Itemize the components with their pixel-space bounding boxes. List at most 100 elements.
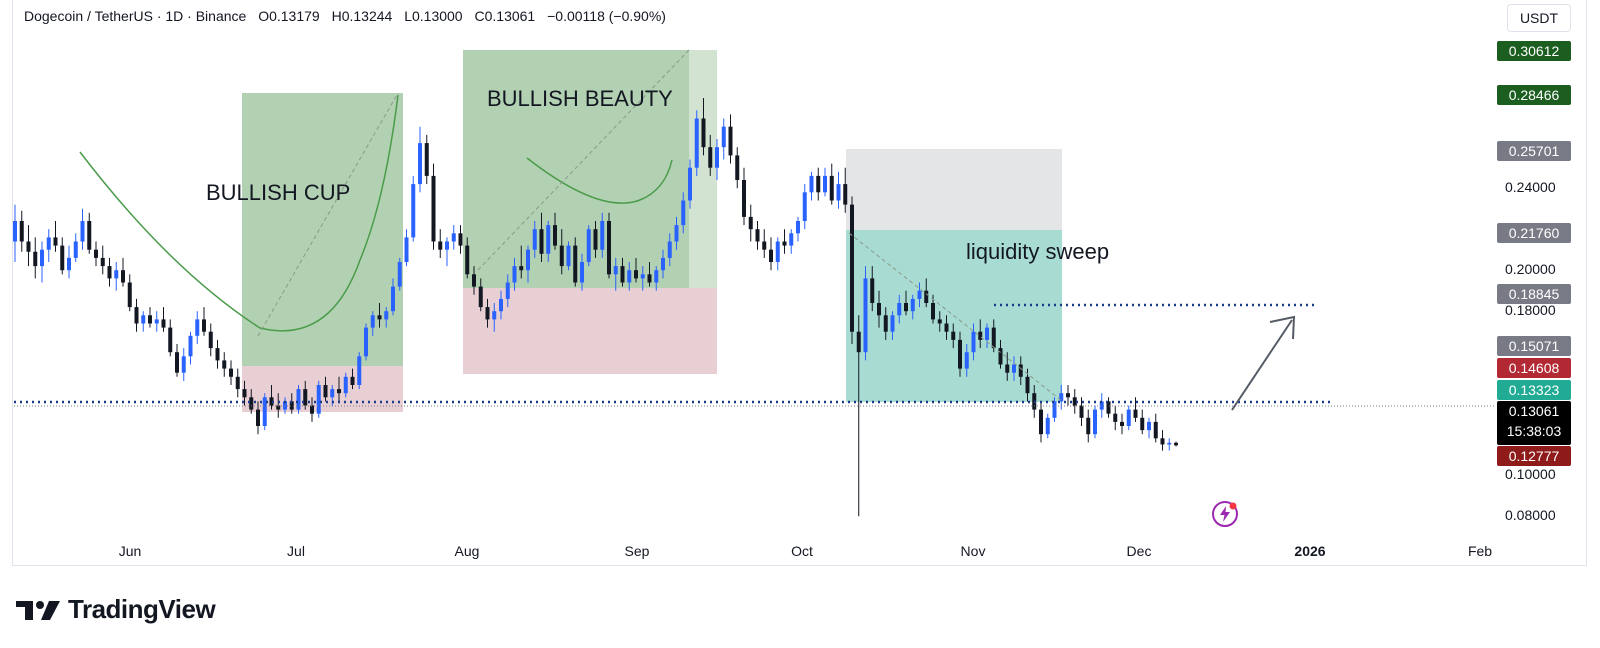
candle-body (330, 389, 335, 398)
candle-body (13, 221, 17, 242)
currency-button[interactable]: USDT (1507, 4, 1571, 32)
candle-body (310, 405, 314, 414)
candle-body (391, 286, 395, 312)
candle-body (566, 245, 571, 267)
liquidity-sweep-label[interactable]: liquidity sweep (966, 239, 1110, 264)
y-tick: 0.24000 (1505, 179, 1556, 195)
x-tick: Dec (1126, 543, 1152, 559)
candle-body (418, 143, 422, 185)
low-value: L0.13000 (404, 8, 463, 24)
chart-canvas[interactable] (0, 0, 1600, 570)
bullish-cup-label[interactable]: BULLISH CUP (206, 180, 351, 205)
current-price-box: 0.13061 15:38:03 (1497, 401, 1571, 445)
y-tick: 0.20000 (1505, 261, 1556, 277)
candle-body (235, 376, 240, 390)
candle-body (809, 175, 814, 193)
candle-body (870, 278, 875, 303)
candle-body (1059, 393, 1064, 402)
candle-body (1079, 405, 1084, 418)
candle-body (127, 282, 132, 308)
cup-diagonal (257, 92, 399, 337)
candle-body (1140, 417, 1145, 431)
candle-body (40, 249, 44, 267)
candle-body (1147, 421, 1151, 431)
brand-name: TradingView (68, 594, 216, 624)
candle-body (917, 290, 922, 299)
projection-arrow (1231, 319, 1293, 411)
candle-body (829, 175, 834, 201)
candle-body (769, 249, 773, 262)
candle-body (883, 315, 888, 332)
candle-body (863, 278, 868, 353)
tradingview-logo-icon (16, 600, 60, 620)
candle-body (1174, 442, 1178, 446)
candle-body (688, 167, 692, 201)
candle-body (1025, 376, 1030, 394)
candle-body (276, 405, 281, 410)
candle-body (796, 221, 800, 234)
open-value: O0.13179 (258, 8, 320, 24)
sweep-upper-zone (846, 149, 1062, 230)
price-label: 0.18845 (1497, 284, 1571, 304)
x-tick: Aug (454, 543, 480, 559)
candle-body (701, 118, 706, 148)
beauty-curve (526, 157, 673, 204)
candle-body (411, 184, 416, 238)
candle-body (107, 266, 112, 279)
tradingview-logo[interactable]: TradingView (16, 594, 216, 625)
candle-body (877, 303, 881, 316)
candle-body (971, 331, 976, 353)
x-tick: Nov (960, 543, 986, 559)
candle-body (546, 225, 551, 254)
candle-body (654, 270, 659, 283)
beauty-stop-zone (463, 288, 717, 374)
candle-body (485, 307, 490, 320)
candle-body (181, 356, 186, 373)
candle-body (80, 221, 85, 242)
x-tick: Jun (118, 543, 142, 559)
candle-body (991, 327, 996, 349)
candle-body (121, 270, 125, 283)
candle-body (985, 327, 989, 340)
x-tick: 2026 (1294, 543, 1326, 559)
candle-body (269, 397, 274, 406)
current-price: 0.13061 (1508, 403, 1560, 419)
x-tick: Jul (287, 543, 305, 559)
candle-body (681, 200, 686, 226)
y-tick: 0.10000 (1505, 466, 1556, 482)
arrow-head (1269, 315, 1296, 340)
symbol-title[interactable]: Dogecoin / TetherUS · 1D · Binance (24, 8, 247, 24)
candle-body (53, 237, 58, 246)
candle-body (343, 376, 348, 394)
candle-body (816, 175, 821, 193)
candle-body (323, 385, 328, 398)
x-tick: Oct (791, 543, 813, 559)
candle-body (904, 303, 908, 312)
candle-body (519, 266, 524, 271)
candle-body (1018, 364, 1023, 377)
lightning-icon[interactable] (1212, 501, 1238, 527)
candle-body (951, 331, 956, 340)
price-label: 0.21760 (1497, 223, 1571, 243)
bullish-beauty-label[interactable]: BULLISH BEAUTY (487, 86, 673, 111)
candle-body (850, 204, 854, 332)
candle-body (1052, 401, 1057, 418)
candle-body (337, 389, 341, 394)
candle-body (451, 233, 456, 242)
candle-body (377, 315, 382, 320)
candle-body (431, 175, 436, 242)
beauty-diagonal (477, 49, 690, 271)
candle-body (303, 389, 308, 406)
candle-body (526, 249, 530, 271)
cup-curve (79, 94, 399, 332)
candle-body (694, 118, 699, 168)
candle-body (384, 311, 389, 320)
price-label: 0.25701 (1497, 141, 1571, 161)
candle-body (188, 335, 193, 357)
change-value: −0.00118 (−0.90%) (547, 8, 666, 24)
candle-body (1045, 417, 1050, 435)
candle-body (73, 241, 78, 258)
candle-body (1093, 409, 1097, 435)
candle-body (647, 274, 652, 283)
candle-body (802, 192, 807, 221)
